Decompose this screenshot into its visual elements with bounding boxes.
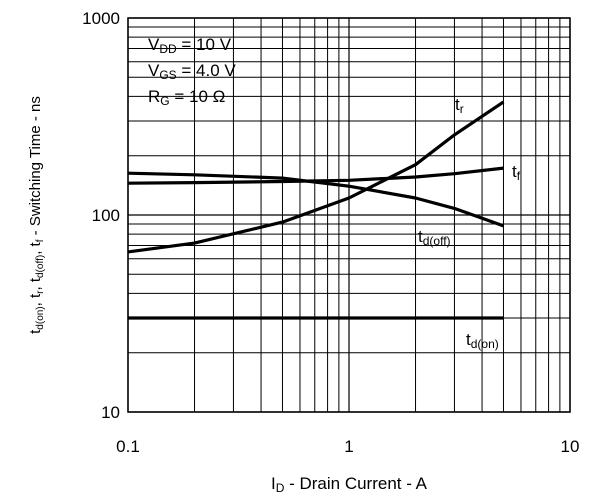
condition: RG = 10 Ω	[148, 87, 225, 108]
condition-text: = 4.0 V	[177, 61, 237, 80]
series-label-name: t	[466, 330, 471, 349]
y-axis-label-part: - Switching Time - ns	[27, 96, 44, 239]
y-axis-label-part: r	[35, 290, 46, 294]
condition-symbol: V	[148, 61, 160, 80]
series-label: td(off)	[418, 227, 451, 248]
condition: VGS = 4.0 V	[148, 61, 236, 82]
y-axis-label-part: t	[27, 329, 44, 334]
series-line	[127, 171, 505, 228]
x-axis-label: ID - Drain Current - A	[271, 474, 428, 495]
series-label-name: t	[418, 227, 423, 246]
series-line	[127, 100, 505, 254]
series-line	[127, 166, 504, 185]
y-tick-label: 100	[92, 206, 120, 225]
y-axis-label: td(on), tr, td(off), tf - Switching Time…	[27, 96, 46, 334]
y-axis-label-part: , t	[27, 241, 44, 254]
series-label-sub: r	[460, 102, 464, 116]
condition-text: = 10 V	[177, 35, 232, 54]
series-label: td(on)	[466, 330, 499, 351]
x-tick-label: 0.1	[116, 437, 140, 456]
series-label-sub: f	[517, 169, 521, 183]
y-tick-label: 10	[101, 403, 120, 422]
x-tick-label: 1	[344, 437, 353, 456]
series-label: tf	[512, 162, 521, 183]
x-axis-label-sub: D	[276, 481, 285, 495]
y-axis-label-part: , t	[27, 277, 44, 290]
series-label-sub: d(off)	[423, 234, 451, 248]
series-label-name: t	[512, 162, 517, 181]
plot-frame	[127, 17, 571, 413]
condition-text: = 10 Ω	[170, 87, 226, 106]
condition-sub: GS	[159, 68, 176, 82]
x-axis-label-text: - Drain Current - A	[284, 474, 427, 493]
series-label-name: t	[455, 95, 460, 114]
condition-symbol: R	[148, 87, 160, 106]
series-label: tr	[455, 95, 464, 116]
y-axis-label-part: f	[35, 239, 46, 242]
y-axis-label-part: d(off)	[35, 255, 46, 278]
condition-sub: G	[160, 94, 169, 108]
x-axis-label-symbol: I	[271, 474, 276, 493]
condition-sub: DD	[159, 42, 177, 56]
y-axis-label-part: , t	[27, 293, 44, 306]
condition: VDD = 10 V	[148, 35, 232, 56]
series-label-sub: d(on)	[471, 337, 499, 351]
x-tick-label: 10	[561, 437, 580, 456]
condition-symbol: V	[148, 35, 160, 54]
y-tick-label: 1000	[82, 9, 120, 28]
y-axis-label-part: d(on)	[35, 306, 46, 329]
